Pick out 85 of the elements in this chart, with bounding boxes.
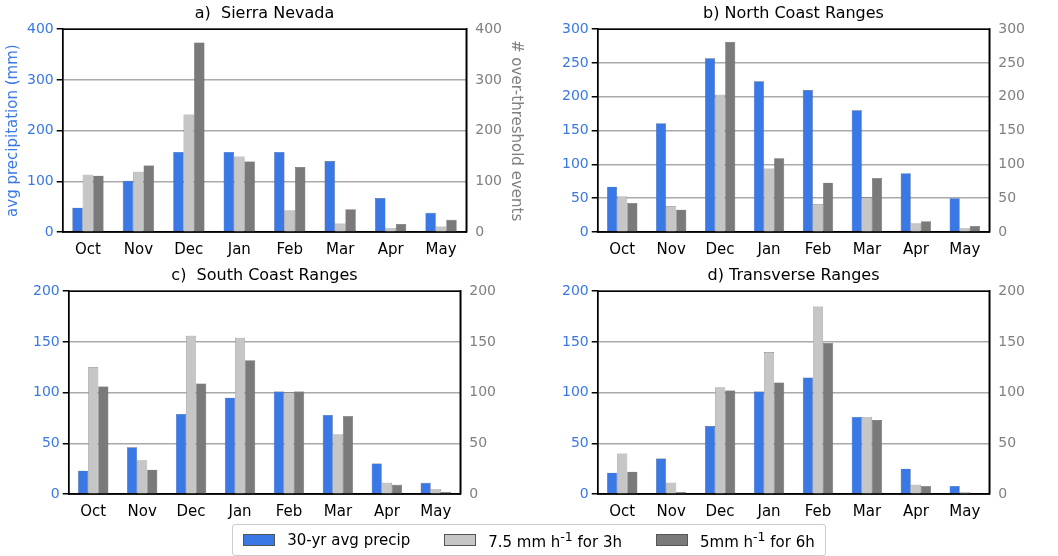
- x-tick-label: Oct: [74, 239, 102, 258]
- x-tick-label: Nov: [656, 239, 686, 258]
- x-tick-label: Dec: [176, 501, 206, 520]
- y2-tick-label: 200: [475, 121, 503, 138]
- y-tick-label: 0: [44, 222, 54, 239]
- y-tick-label: 50: [570, 188, 589, 205]
- y-tick-label: 200: [32, 281, 60, 298]
- x-tick-label: Apr: [377, 239, 405, 258]
- y2-tick-label: 100: [998, 383, 1026, 400]
- x-tick-label: Oct: [609, 501, 636, 520]
- x-tick-label: Mar: [852, 501, 882, 520]
- y-tick-label: 100: [561, 155, 589, 172]
- chart-title: b) North Coast Ranges: [703, 2, 884, 22]
- y2-tick-label: 0: [998, 222, 1008, 239]
- y-axis-title: avg precipitation (mm): [2, 44, 21, 217]
- chart-title: a) Sierra Nevada: [194, 2, 335, 22]
- y-tick-label: 150: [561, 121, 589, 138]
- x-tick-label: Apr: [373, 501, 401, 520]
- y-tick-label: 100: [561, 383, 589, 400]
- y-tick-label: 250: [561, 53, 589, 70]
- y2-tick-label: 0: [475, 222, 485, 239]
- y2-tick-label: 50: [469, 433, 488, 450]
- y-tick-label: 0: [579, 222, 589, 239]
- x-tick-label: Apr: [902, 239, 930, 258]
- x-tick-label: Mar: [323, 501, 353, 520]
- y2-tick-label: 100: [998, 155, 1026, 172]
- y-tick-label: 50: [570, 433, 589, 450]
- y2-tick-label: 50: [998, 188, 1017, 205]
- x-tick-label: Apr: [902, 501, 930, 520]
- y2-tick-label: 200: [998, 87, 1026, 104]
- y2-tick-label: 200: [998, 281, 1026, 298]
- y-tick-label: 200: [26, 121, 54, 138]
- y-tick-label: 150: [561, 332, 589, 349]
- y-tick-label: 0: [50, 484, 60, 501]
- y-tick-label: 400: [26, 19, 54, 36]
- x-tick-label: Nov: [656, 501, 686, 520]
- y2-tick-label: 150: [998, 121, 1026, 138]
- x-tick-label: Feb: [804, 239, 832, 258]
- y2-tick-label: 400: [475, 19, 503, 36]
- y2-tick-label: 0: [469, 484, 479, 501]
- y2-tick-label: 250: [998, 53, 1026, 70]
- x-tick-label: May: [420, 501, 452, 520]
- x-tick-label: May: [425, 239, 457, 258]
- x-tick-label: Feb: [276, 239, 303, 258]
- legend-label: 30-yr avg precip: [287, 531, 411, 549]
- x-tick-label: May: [949, 501, 981, 520]
- y-tick-label: 100: [26, 171, 54, 188]
- x-tick-label: Nov: [123, 239, 154, 258]
- y-tick-label: 200: [561, 87, 589, 104]
- y2-tick-label: 150: [998, 332, 1026, 349]
- y-tick-label: 0: [579, 484, 589, 501]
- legend-label: 5mm h$^{-1}$ for 6h: [700, 529, 815, 551]
- x-tick-label: Oct: [609, 239, 636, 258]
- x-tick-label: Mar: [326, 239, 356, 258]
- x-tick-label: Feb: [804, 501, 832, 520]
- y2-tick-label: 0: [998, 484, 1008, 501]
- x-tick-label: Jan: [756, 501, 781, 520]
- x-tick-label: May: [949, 239, 981, 258]
- y2-tick-label: 100: [475, 171, 503, 188]
- y-tick-label: 200: [561, 281, 589, 298]
- y2-tick-label: 100: [469, 383, 497, 400]
- y2-tick-label: 300: [998, 19, 1026, 36]
- y2-tick-label: 300: [475, 70, 503, 87]
- y2-tick-label: 150: [469, 332, 497, 349]
- y-tick-label: 50: [41, 433, 60, 450]
- x-tick-label: Jan: [756, 239, 781, 258]
- y2-tick-label: 50: [998, 433, 1017, 450]
- y-tick-label: 300: [26, 70, 54, 87]
- legend-label: 7.5 mm h$^{-1}$ for 3h: [488, 529, 622, 551]
- y-tick-label: 100: [32, 383, 60, 400]
- y2-tick-label: 200: [469, 281, 497, 298]
- x-tick-label: Mar: [852, 239, 882, 258]
- y-tick-label: 300: [561, 19, 589, 36]
- chart-title: c) South Coast Ranges: [171, 264, 358, 284]
- chart-title: d) Transverse Ranges: [707, 264, 880, 284]
- x-tick-label: Dec: [174, 239, 204, 258]
- x-tick-label: Feb: [275, 501, 303, 520]
- x-tick-label: Nov: [127, 501, 157, 520]
- x-tick-label: Dec: [705, 501, 735, 520]
- x-tick-label: Jan: [226, 239, 251, 258]
- x-tick-label: Dec: [705, 239, 735, 258]
- x-tick-label: Oct: [80, 501, 107, 520]
- y-tick-label: 150: [32, 332, 60, 349]
- x-tick-label: Jan: [227, 501, 252, 520]
- y2-axis-title: # over-threshold events: [508, 40, 527, 222]
